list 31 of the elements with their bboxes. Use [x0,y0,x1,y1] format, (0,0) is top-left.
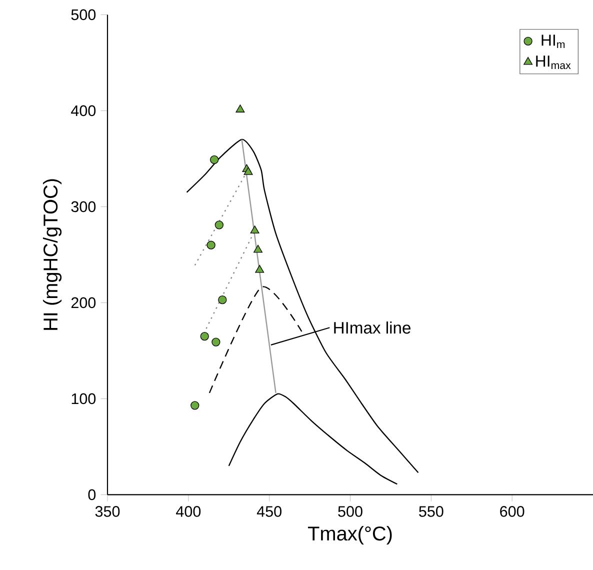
x-tick-label: 600 [500,506,524,517]
point [250,226,260,234]
x-tick-label: 450 [256,506,282,517]
line-series [228,393,398,485]
legend-label: HI$_{max}$ [536,56,571,70]
y-tick-label: 100 [72,393,96,404]
y-tick-label: 500 [71,9,96,20]
point [244,167,253,175]
y-tick-label: 300 [71,201,96,212]
x-tick-label: 350 [95,506,120,517]
y-tick-label: 400 [71,105,96,116]
x-tick-label: 550 [419,506,444,517]
point [236,104,245,112]
y-tick-label: 200 [71,297,96,308]
x-axis-title: Tmax(°C) [308,526,392,545]
point [200,332,209,341]
point [212,338,220,346]
line-series [186,138,419,474]
point [255,264,264,273]
y-tick-label: 0 [88,489,96,500]
legend-label: HI$_{m}$ [542,34,565,48]
point [214,220,224,230]
annotation: HImax line [334,322,410,334]
point [206,240,216,250]
x-tick-label: 500 [338,506,362,517]
x-tick-label: 400 [176,506,201,517]
point [254,244,262,253]
point [210,155,219,164]
y-axis-title: HI (mgHC/gTOC) [42,179,62,330]
point [218,296,227,304]
point [190,401,200,410]
